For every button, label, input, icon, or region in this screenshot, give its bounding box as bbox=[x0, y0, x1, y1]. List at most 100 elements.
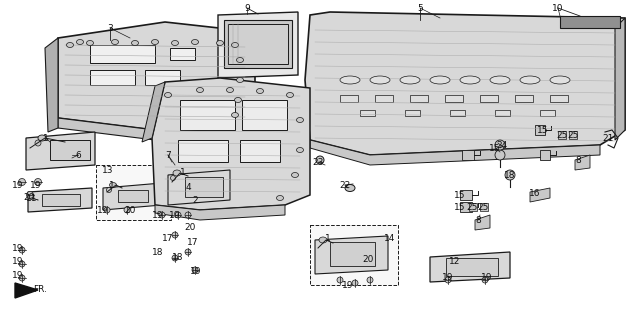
Text: 21: 21 bbox=[602, 133, 614, 142]
Ellipse shape bbox=[112, 39, 118, 44]
Text: 8: 8 bbox=[475, 215, 481, 225]
Circle shape bbox=[104, 207, 110, 213]
Circle shape bbox=[159, 212, 165, 218]
Text: 4: 4 bbox=[185, 182, 191, 191]
Bar bbox=[540, 110, 555, 116]
Circle shape bbox=[192, 267, 198, 273]
Circle shape bbox=[352, 280, 358, 286]
Circle shape bbox=[172, 232, 178, 238]
Bar bbox=[185, 177, 223, 197]
Bar bbox=[340, 95, 358, 102]
Text: 23: 23 bbox=[312, 157, 324, 166]
Bar bbox=[180, 100, 235, 130]
Bar bbox=[145, 70, 180, 85]
Text: 15: 15 bbox=[454, 203, 466, 212]
Text: 20: 20 bbox=[362, 255, 374, 265]
Ellipse shape bbox=[297, 148, 304, 153]
Bar bbox=[405, 110, 420, 116]
Polygon shape bbox=[460, 202, 472, 212]
Text: 8: 8 bbox=[575, 156, 581, 164]
Circle shape bbox=[185, 212, 191, 218]
Text: 6: 6 bbox=[75, 150, 81, 159]
Ellipse shape bbox=[520, 76, 540, 84]
Circle shape bbox=[367, 277, 373, 283]
Ellipse shape bbox=[231, 43, 239, 47]
Bar bbox=[558, 131, 566, 139]
Text: 15: 15 bbox=[537, 125, 549, 134]
Bar bbox=[178, 140, 228, 162]
Ellipse shape bbox=[67, 43, 74, 47]
Text: 25: 25 bbox=[478, 203, 489, 212]
Bar bbox=[410, 95, 428, 102]
Bar bbox=[90, 70, 135, 85]
Text: 12: 12 bbox=[449, 258, 461, 267]
Ellipse shape bbox=[231, 113, 239, 117]
Ellipse shape bbox=[297, 117, 304, 123]
Ellipse shape bbox=[192, 39, 198, 44]
Text: 19: 19 bbox=[12, 271, 24, 281]
Bar bbox=[228, 24, 288, 64]
Bar bbox=[515, 95, 533, 102]
Bar bbox=[224, 20, 292, 68]
Text: 5: 5 bbox=[417, 4, 423, 12]
Ellipse shape bbox=[197, 87, 203, 92]
Circle shape bbox=[19, 247, 25, 253]
Text: 3: 3 bbox=[107, 23, 113, 33]
Ellipse shape bbox=[227, 87, 234, 92]
Text: 15: 15 bbox=[490, 143, 501, 153]
Text: 25: 25 bbox=[466, 203, 478, 212]
Bar bbox=[310, 225, 398, 285]
Ellipse shape bbox=[287, 92, 294, 98]
Text: 1: 1 bbox=[109, 180, 115, 189]
Text: 1: 1 bbox=[180, 167, 186, 177]
Ellipse shape bbox=[217, 41, 224, 45]
Ellipse shape bbox=[490, 76, 510, 84]
Polygon shape bbox=[218, 12, 298, 78]
Polygon shape bbox=[310, 140, 600, 165]
Ellipse shape bbox=[292, 172, 299, 178]
Ellipse shape bbox=[151, 39, 159, 44]
Text: 19: 19 bbox=[30, 180, 42, 189]
Circle shape bbox=[337, 277, 343, 283]
Circle shape bbox=[26, 191, 33, 198]
Text: 19: 19 bbox=[342, 281, 354, 290]
Circle shape bbox=[316, 156, 324, 164]
Bar bbox=[118, 190, 148, 202]
Text: 18: 18 bbox=[504, 171, 516, 180]
Text: 19: 19 bbox=[169, 211, 181, 220]
Polygon shape bbox=[58, 118, 230, 140]
Circle shape bbox=[185, 249, 191, 255]
Ellipse shape bbox=[400, 76, 420, 84]
Circle shape bbox=[482, 277, 488, 283]
Text: 24: 24 bbox=[496, 140, 508, 149]
Text: 19: 19 bbox=[12, 244, 24, 252]
Ellipse shape bbox=[430, 76, 450, 84]
Ellipse shape bbox=[550, 76, 570, 84]
Circle shape bbox=[505, 170, 515, 180]
Circle shape bbox=[445, 277, 451, 283]
Polygon shape bbox=[615, 18, 625, 140]
Bar bbox=[480, 203, 488, 211]
Ellipse shape bbox=[132, 41, 139, 45]
Text: 2: 2 bbox=[192, 196, 198, 204]
Text: 10: 10 bbox=[553, 4, 564, 12]
Circle shape bbox=[106, 188, 112, 193]
Text: 18: 18 bbox=[172, 253, 184, 262]
Circle shape bbox=[124, 207, 130, 213]
Bar bbox=[469, 203, 477, 211]
Circle shape bbox=[171, 175, 176, 180]
Ellipse shape bbox=[460, 76, 480, 84]
Bar bbox=[450, 110, 465, 116]
Bar bbox=[495, 110, 510, 116]
Text: 1: 1 bbox=[325, 234, 331, 243]
Circle shape bbox=[175, 212, 181, 218]
Text: 11: 11 bbox=[26, 194, 38, 203]
Text: 22: 22 bbox=[340, 180, 351, 189]
Bar bbox=[569, 131, 577, 139]
Bar bbox=[480, 95, 498, 102]
Circle shape bbox=[35, 179, 42, 186]
Polygon shape bbox=[430, 252, 510, 282]
Polygon shape bbox=[45, 38, 58, 132]
Text: 19: 19 bbox=[442, 274, 454, 283]
Polygon shape bbox=[142, 82, 165, 142]
